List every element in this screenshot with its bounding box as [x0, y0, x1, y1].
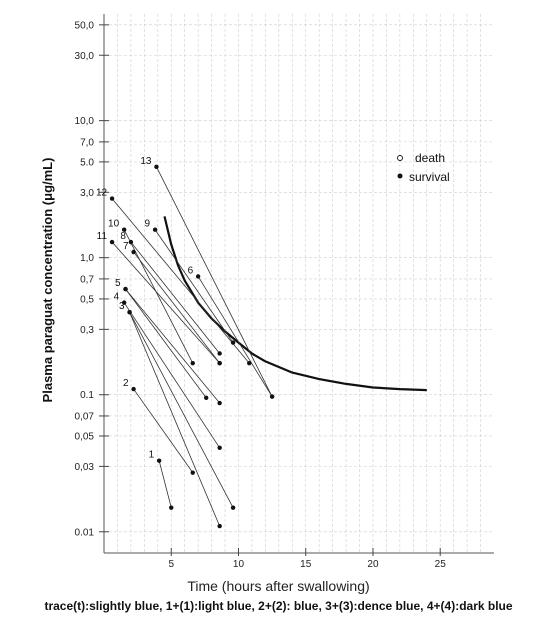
y-tick-label: 0,5: [80, 294, 94, 305]
y-tick-label: 0,03: [75, 462, 95, 473]
y-tick-label: 30,0: [75, 51, 95, 62]
y-tick-label: 0.1: [80, 390, 94, 401]
y-tick-label: 1,0: [80, 253, 94, 264]
y-tick-label: 0.01: [75, 527, 95, 538]
x-tick-label: 25: [435, 559, 447, 570]
case-line-13: [156, 166, 273, 397]
y-tick-label: 7,0: [80, 137, 94, 148]
case-label-4: 4: [114, 292, 120, 303]
y-tick-label: 50,0: [75, 20, 95, 31]
y-tick-label: 3,0: [80, 188, 94, 199]
case-label-6: 6: [188, 265, 194, 276]
case-point-10: [190, 360, 195, 366]
case-point-4: [121, 300, 127, 305]
case-point-10: [121, 227, 127, 232]
reference-curve-line: [163, 216, 427, 392]
legend-survival-label: survival: [409, 170, 450, 184]
case-point-13: [269, 394, 275, 399]
case-line-9: [154, 229, 234, 343]
case-line-5: [125, 288, 220, 404]
case-line-2: [133, 388, 194, 473]
case-line-8: [130, 241, 220, 354]
case-point-9: [230, 340, 236, 345]
case-line-3: [129, 312, 221, 527]
figure-caption: trace(t):slightly blue, 1+(1):light blue…: [44, 599, 513, 613]
y-tick-label: 0,7: [80, 274, 94, 285]
case-line-4: [123, 302, 220, 449]
case-label-1: 1: [149, 450, 155, 461]
case-line-1: [158, 460, 172, 508]
axes: [99, 14, 494, 556]
case-label-9: 9: [145, 219, 151, 230]
case-points: [109, 164, 275, 529]
case-point-2: [131, 386, 136, 392]
case-label-5: 5: [115, 278, 121, 289]
x-tick-label: 20: [367, 559, 379, 570]
case-point-5: [123, 286, 128, 292]
reference-curve: [163, 216, 427, 392]
y-tick-label: 0,05: [75, 431, 95, 442]
case-lines: [111, 166, 273, 527]
case-label-12: 12: [96, 188, 108, 199]
y-tick-label: 0,3: [80, 325, 94, 336]
case-point-13: [154, 164, 159, 170]
y-tick-label: 5.0: [80, 157, 94, 168]
case-point-12: [109, 196, 115, 201]
case-line-7: [133, 251, 220, 364]
case-point-1: [169, 505, 174, 510]
case-line-5: [125, 288, 207, 399]
case-point-5: [204, 395, 209, 400]
legend-survival-marker: [397, 173, 403, 179]
case-label-11: 11: [97, 231, 108, 242]
legend-death-marker: [397, 155, 403, 161]
tick-labels: 50,0 30,0 10,0 7,0 5.0 3,0 1,0 0,7 0,5 0,3 0.1 0,07…: [75, 20, 447, 570]
case-point-9: [152, 227, 158, 232]
x-tick-label: 5: [168, 559, 174, 570]
case-point-12: [247, 360, 252, 366]
case-line-3: [129, 312, 234, 508]
case-label-3: 3: [119, 301, 125, 312]
case-point-3: [127, 310, 132, 315]
case-point-1: [156, 458, 162, 463]
legend-death-label: death: [415, 151, 445, 165]
x-tick-label: 15: [300, 559, 312, 570]
x-axis-label: Time (hours after swallowing): [187, 578, 370, 594]
case-point-5: [217, 400, 222, 406]
case-point-3: [217, 523, 222, 529]
y-tick-label: 0,07: [75, 411, 95, 422]
case-point-8: [217, 351, 222, 356]
case-line-12: [111, 198, 250, 364]
case-label-10: 10: [108, 219, 120, 230]
case-point-8: [128, 239, 134, 245]
case-point-11: [109, 239, 115, 245]
case-line-6: [197, 276, 273, 397]
case-point-6: [195, 274, 201, 279]
x-tick-label: 10: [233, 559, 245, 570]
case-point-4: [217, 445, 222, 450]
case-line-11: [111, 241, 220, 364]
y-axis-label: Plasma paraguat concentration (μg/mL): [40, 158, 55, 403]
case-line-10: [123, 229, 194, 364]
case-label-2: 2: [123, 378, 129, 389]
case-point-3: [230, 505, 236, 510]
case-label-8: 8: [120, 231, 126, 242]
legend: death survival: [397, 151, 450, 184]
case-point-2: [190, 470, 195, 475]
case-point-11: [217, 360, 222, 366]
y-tick-label: 10,0: [75, 116, 95, 127]
case-label-13: 13: [140, 156, 152, 167]
case-label-7: 7: [123, 241, 129, 252]
case-point-7: [131, 249, 136, 255]
